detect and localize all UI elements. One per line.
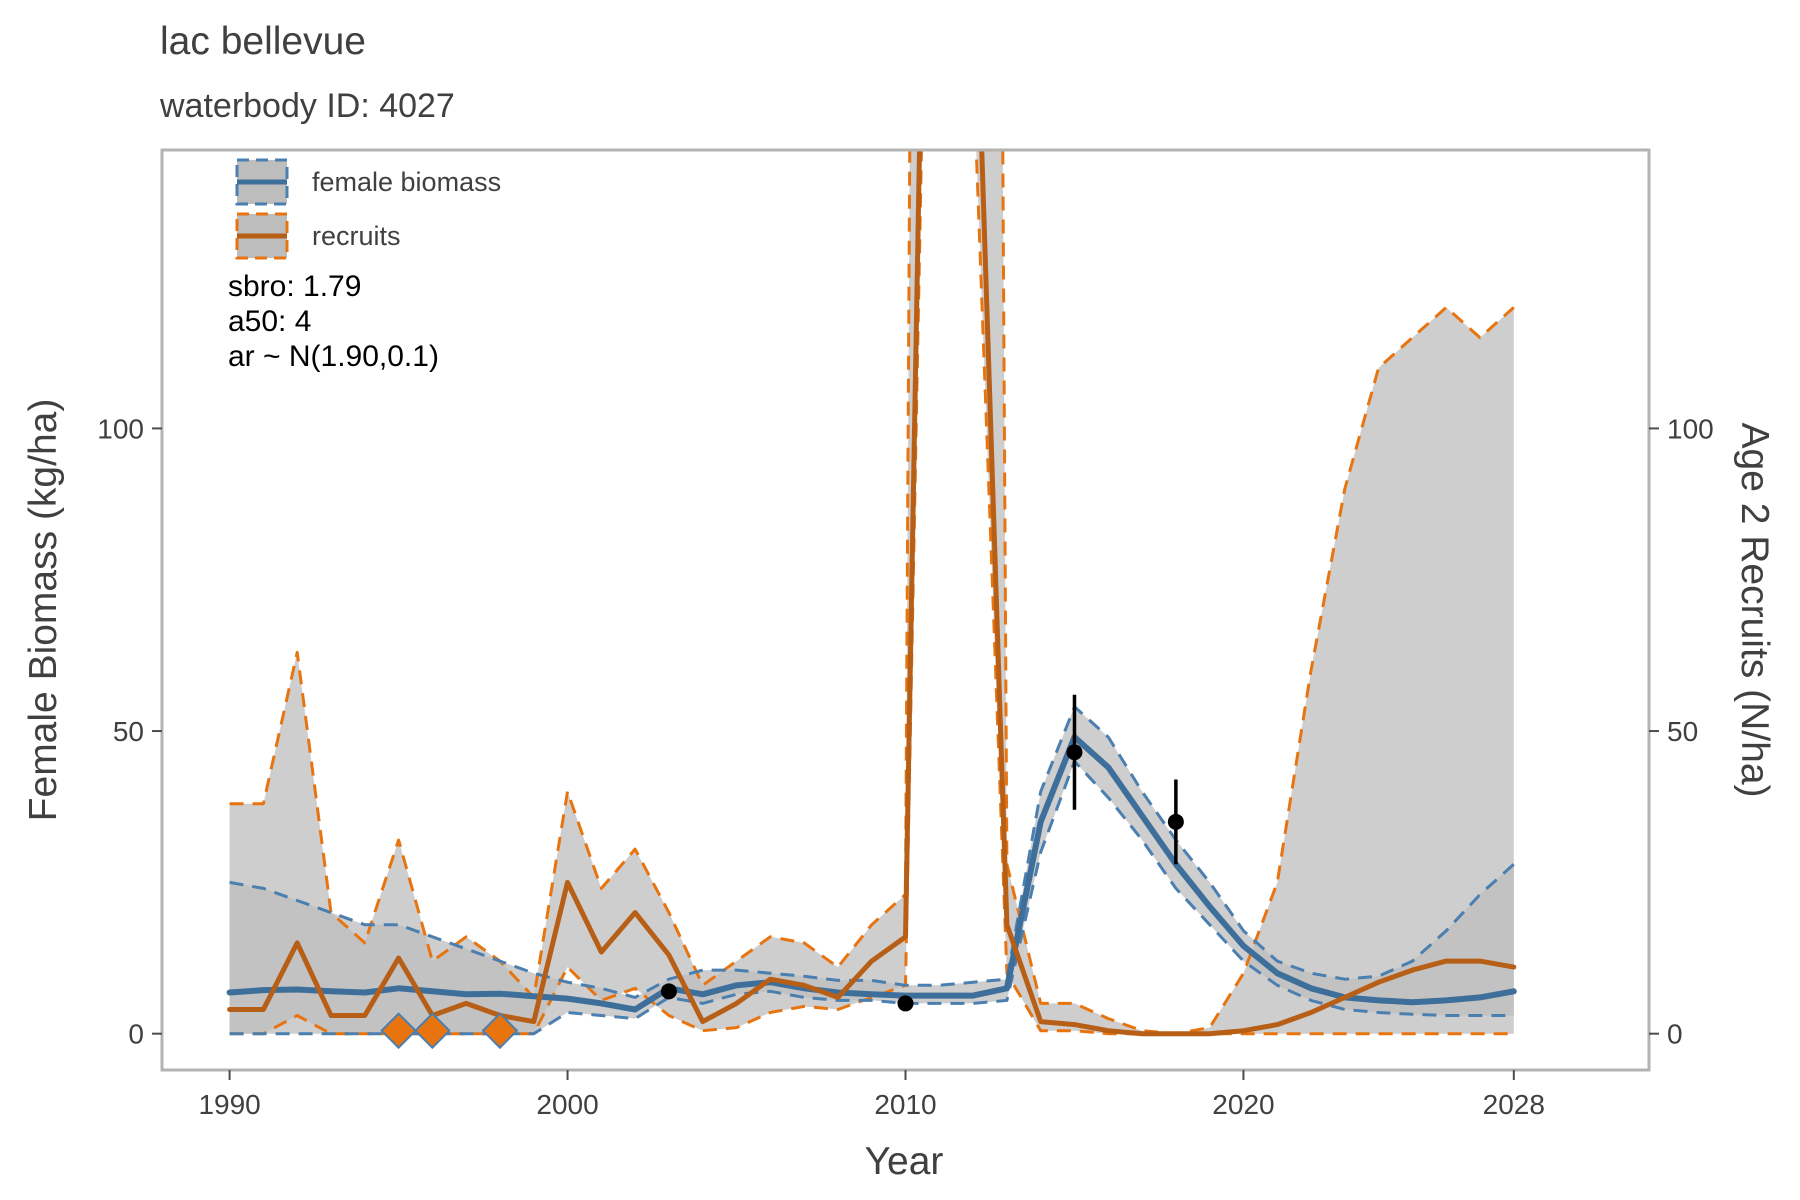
- recruit-marker-2: [481, 1012, 519, 1050]
- observed-biomass-point-3: [1167, 813, 1184, 830]
- recruit-marker-1: [413, 1012, 451, 1050]
- x-axis-title: Year: [865, 1140, 944, 1183]
- x-tick-label-0: 1990: [198, 1089, 260, 1120]
- legend-label-recruits: recruits: [312, 221, 401, 251]
- y-axis-right-title: Age 2 Recruits (N/ha): [1733, 423, 1776, 798]
- recruits-upper-bound-line: [229, 150, 1515, 1036]
- x-tick-label-4: 2028: [1483, 1089, 1545, 1120]
- model-annotations: sbro: 1.79 a50: 4 ar ~ N(1.90,0.1): [228, 270, 439, 373]
- observed-biomass-point-2: [1066, 744, 1083, 761]
- x-tick-label-1: 2000: [536, 1089, 598, 1120]
- y-tick-label-right-1: 50: [1667, 716, 1698, 747]
- annotation-a50: a50: 4: [228, 305, 311, 338]
- y-tick-label-left-0: 0: [128, 1019, 144, 1050]
- female-biomass-line: [226, 734, 1517, 1013]
- recruit-marker-0: [380, 1012, 417, 1050]
- observed-biomass-point-1: [897, 995, 914, 1012]
- legend: female biomass recruits: [235, 158, 501, 260]
- legend-label-female-biomass: female biomass: [312, 167, 501, 197]
- y-tick-label-left-1: 50: [113, 716, 144, 747]
- x-tick-label-2: 2010: [874, 1089, 936, 1120]
- biomass-upper-bound-line: [229, 705, 1515, 999]
- axes: 1990 2000 2010 2020 2028 0 50 100 0 50 100: [97, 148, 1714, 1120]
- annotation-ar: ar ~ N(1.90,0.1): [228, 340, 439, 373]
- x-tick-label-3: 2020: [1212, 1089, 1274, 1120]
- y-tick-label-right-2: 100: [1667, 413, 1714, 444]
- y-tick-label-left-2: 100: [97, 413, 144, 444]
- chart-title: lac bellevue: [160, 20, 366, 63]
- observed-biomass-point-0: [660, 983, 677, 1000]
- y-tick-label-right-0: 0: [1667, 1019, 1683, 1050]
- chart-subtitle: waterbody ID: 4027: [159, 87, 455, 125]
- annotation-sbro: sbro: 1.79: [228, 270, 361, 303]
- y-axis-left-title: Female Biomass (kg/ha): [22, 399, 65, 822]
- recruits-line: [227, 150, 1517, 1037]
- plot-area: [226, 150, 1517, 1050]
- recruits-lower-bound-line: [229, 150, 1514, 1036]
